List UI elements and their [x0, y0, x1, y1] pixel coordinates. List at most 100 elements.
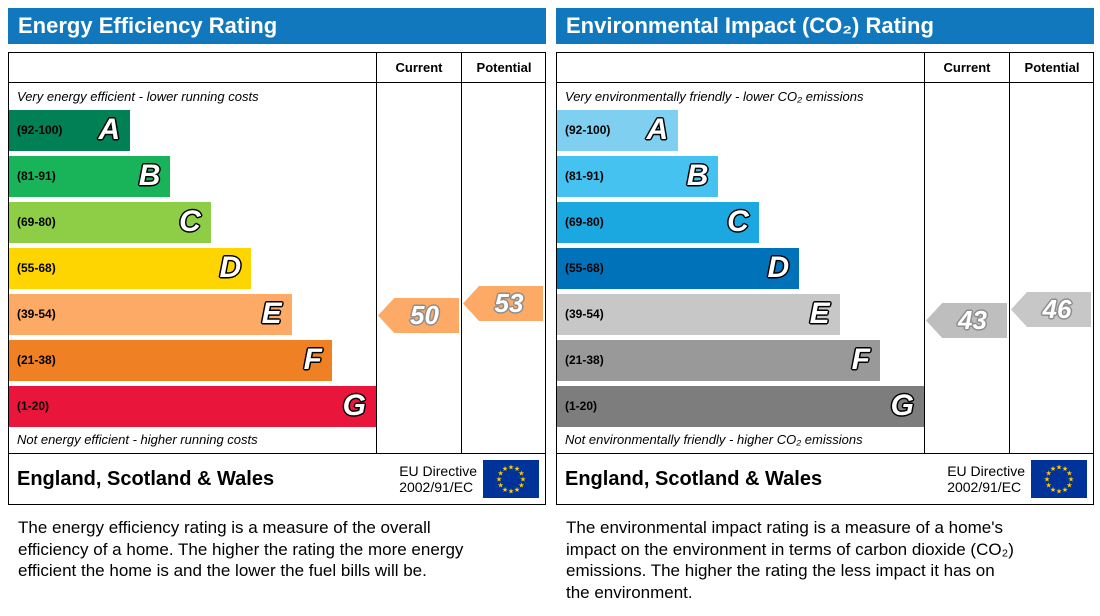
energy-band-g: (1-20) G	[9, 385, 376, 427]
svg-text:★: ★	[518, 482, 524, 490]
band-letter: F	[851, 343, 870, 376]
energy-band-d: (55-68) D	[9, 247, 252, 289]
band-row: (39-54) E	[9, 291, 376, 337]
band-range: (81-91)	[565, 169, 604, 183]
energy-bands: (92-100) A (81-91) B (69-80) C (55-68)	[9, 107, 376, 429]
environment-band-a: (92-100) A	[557, 109, 679, 151]
column-divider	[924, 53, 925, 453]
band-letter: D	[767, 251, 790, 284]
region-label: England, Scotland & Wales	[565, 467, 823, 490]
environment-current-arrow: 43	[926, 303, 1007, 338]
energy-band-e: (39-54) E	[9, 293, 292, 335]
svg-text:★: ★	[1050, 465, 1056, 473]
band-row: (92-100) A	[9, 107, 376, 153]
band-row: (55-68) D	[557, 245, 924, 291]
environment-current-column-header: Current	[943, 60, 991, 75]
environment-potential-arrow: 46	[1011, 292, 1091, 327]
svg-text:★: ★	[497, 482, 503, 490]
band-letter: C	[179, 205, 201, 238]
svg-text:★: ★	[497, 470, 503, 478]
eu-directive-label: EU Directive 2002/91/EC	[947, 463, 1025, 495]
environment-band-f: (21-38) F	[557, 339, 880, 381]
band-range: (21-38)	[17, 353, 56, 367]
energy-chart-title: Energy Efficiency Rating	[8, 8, 546, 44]
band-letter: A	[98, 113, 121, 146]
svg-text:★: ★	[514, 465, 520, 473]
energy-band-b: (81-91) B	[9, 155, 171, 197]
eu-flag-icon: ★ ★ ★ ★ ★ ★ ★ ★ ★ ★ ★ ★	[483, 460, 539, 498]
band-row: (69-80) C	[9, 199, 376, 245]
band-range: (39-54)	[17, 307, 56, 321]
svg-text:★: ★	[1056, 464, 1062, 472]
environment-band-d: (55-68) D	[557, 247, 800, 289]
band-letter: F	[303, 343, 322, 376]
svg-text:★: ★	[496, 476, 502, 484]
band-row: (39-54) E	[557, 291, 924, 337]
energy-footer: England, Scotland & Wales EU Directive 2…	[8, 453, 546, 505]
band-row: (92-100) A	[557, 107, 924, 153]
band-letter: A	[646, 113, 669, 146]
svg-text:★: ★	[518, 470, 524, 478]
environment-columns-header: Current Potential	[557, 53, 1093, 83]
eu-directive-line1: EU Directive	[947, 462, 1025, 479]
svg-text:★: ★	[1062, 465, 1068, 473]
energy-chart: Current Potential Very energy efficient …	[8, 52, 546, 454]
band-range: (69-80)	[17, 215, 56, 229]
column-divider	[461, 53, 462, 453]
eu-directive-line1: EU Directive	[399, 462, 477, 479]
band-letter: B	[138, 159, 161, 192]
band-range: (92-100)	[565, 123, 611, 137]
energy-description: The energy efficiency rating is a measur…	[18, 518, 464, 581]
svg-text:★: ★	[1045, 482, 1051, 490]
svg-text:★: ★	[514, 486, 520, 494]
energy-potential-column-header: Potential	[476, 60, 532, 75]
environment-potential-column-header: Potential	[1024, 60, 1080, 75]
eu-flag-icon: ★ ★ ★ ★ ★ ★ ★ ★ ★ ★ ★ ★	[1031, 460, 1087, 498]
band-range: (55-68)	[17, 261, 56, 275]
energy-band-a: (92-100) A	[9, 109, 131, 151]
band-letter: C	[727, 205, 749, 238]
energy-band-f: (21-38) F	[9, 339, 332, 381]
environment-description: The environmental impact rating is a mea…	[566, 518, 1014, 602]
svg-text:★: ★	[508, 464, 514, 472]
band-range: (92-100)	[17, 123, 63, 137]
column-divider	[1009, 53, 1010, 453]
environmental-impact-panel: Environmental Impact (CO₂) Rating Curren…	[556, 8, 1094, 603]
band-letter: G	[342, 389, 366, 422]
svg-text:★: ★	[508, 488, 514, 496]
band-row: (55-68) D	[9, 245, 376, 291]
energy-current-arrow: 50	[378, 298, 459, 333]
environment-top-note: Very environmentally friendly - lower CO…	[565, 89, 864, 104]
svg-text:★: ★	[1044, 476, 1050, 484]
environment-chart: Current Potential Very environmentally f…	[556, 52, 1094, 454]
svg-text:★: ★	[1045, 470, 1051, 478]
band-row: (21-38) F	[557, 337, 924, 383]
environment-chart-title: Environmental Impact (CO₂) Rating	[556, 8, 1094, 44]
svg-text:★: ★	[502, 465, 508, 473]
svg-text:★: ★	[1056, 488, 1062, 496]
band-range: (21-38)	[565, 353, 604, 367]
energy-bottom-note: Not energy efficient - higher running co…	[17, 432, 258, 447]
environment-band-g: (1-20) G	[557, 385, 924, 427]
environment-band-c: (69-80) C	[557, 201, 759, 243]
band-row: (1-20) G	[9, 383, 376, 429]
eu-directive-line2: 2002/91/EC	[399, 479, 474, 495]
environment-bands: (92-100) A (81-91) B (69-80) C (55-68)	[557, 107, 924, 429]
energy-efficiency-panel: Energy Efficiency Rating Current Potenti…	[8, 8, 546, 582]
region-label: England, Scotland & Wales	[17, 467, 275, 490]
svg-text:★: ★	[1066, 470, 1072, 478]
band-range: (69-80)	[565, 215, 604, 229]
band-letter: E	[261, 297, 282, 330]
energy-top-note: Very energy efficient - lower running co…	[17, 89, 259, 104]
svg-text:★: ★	[1062, 486, 1068, 494]
svg-text:★: ★	[502, 486, 508, 494]
band-letter: G	[890, 389, 914, 422]
energy-band-c: (69-80) C	[9, 201, 211, 243]
band-range: (55-68)	[565, 261, 604, 275]
svg-text:★: ★	[520, 476, 526, 484]
band-row: (1-20) G	[557, 383, 924, 429]
band-range: (39-54)	[565, 307, 604, 321]
band-row: (69-80) C	[557, 199, 924, 245]
energy-current-column-header: Current	[395, 60, 443, 75]
band-range: (81-91)	[17, 169, 56, 183]
